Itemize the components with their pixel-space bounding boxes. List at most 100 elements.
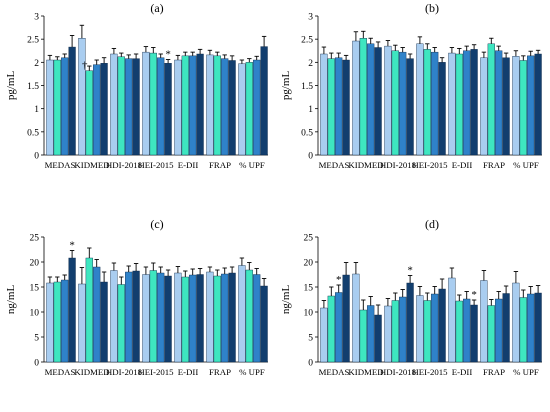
bar (53, 281, 61, 363)
significance-marker: * (69, 240, 75, 252)
bar (406, 58, 414, 156)
bar (416, 295, 424, 363)
y-tick-label: 0.5 (301, 128, 313, 138)
x-tick-label: % UPF (513, 160, 539, 170)
bar (367, 305, 375, 363)
bar (455, 300, 463, 363)
bar (512, 282, 520, 363)
y-tick-label: 0 (308, 152, 313, 162)
bar (68, 46, 76, 156)
x-tick-label: KIDMED (74, 160, 109, 170)
bar (164, 275, 172, 363)
y-tick-label: 20 (30, 259, 40, 269)
bar (61, 57, 69, 156)
bar (53, 59, 61, 156)
x-tick-label: MEDAS (45, 160, 76, 170)
x-tick-label: FRAP (483, 160, 505, 170)
bar (384, 305, 392, 363)
bar (157, 272, 165, 363)
bar (431, 51, 439, 156)
bar (110, 270, 118, 363)
bar (245, 62, 253, 156)
bar (125, 271, 133, 363)
bar (455, 53, 463, 156)
bar (206, 271, 214, 363)
bar (406, 282, 414, 363)
x-tick-label: E-DII (452, 160, 473, 170)
x-tick-label: HEI-2015 (138, 160, 174, 170)
bar (423, 300, 431, 363)
bar (527, 293, 535, 363)
y-tick-label: 2.5 (301, 36, 313, 46)
bar (85, 257, 93, 363)
bar (213, 275, 221, 363)
y-tick-label: 1.5 (301, 82, 313, 92)
x-tick-label: % UPF (239, 367, 265, 377)
y-tick-label: 3 (34, 13, 39, 23)
chart-title: (b) (425, 1, 439, 15)
chart-title: (c) (150, 217, 163, 231)
y-tick-label: 0 (34, 152, 39, 162)
bar (245, 269, 253, 363)
bar (142, 274, 150, 363)
x-tick-label: HDI-2018 (380, 160, 417, 170)
bar (260, 285, 268, 363)
bar (132, 270, 140, 363)
bar (164, 63, 172, 156)
y-tick-label: 3 (308, 13, 313, 23)
bar (374, 47, 382, 156)
bar (149, 52, 157, 156)
bar (470, 49, 478, 156)
bar (61, 279, 69, 363)
x-tick-label: KIDMED (74, 367, 109, 377)
bar (93, 64, 101, 156)
y-tick-label: 10 (30, 309, 40, 319)
y-tick-label: 1.5 (27, 82, 39, 92)
bar (253, 59, 261, 156)
bar (149, 270, 157, 363)
significance-marker: * (336, 274, 342, 286)
x-tick-label: HDI-2018 (106, 367, 143, 377)
bar (431, 293, 439, 363)
x-tick-label: MEDAS (319, 160, 350, 170)
y-tick-label: 15 (30, 284, 40, 294)
y-tick-label: 5 (34, 334, 39, 344)
x-tick-label: FRAP (483, 367, 505, 377)
bar (438, 62, 446, 156)
bar (416, 43, 424, 156)
significance-marker: † (82, 60, 88, 72)
bar (68, 257, 76, 363)
bar (352, 40, 360, 156)
bar (399, 51, 407, 156)
bar (374, 314, 382, 363)
bar (448, 52, 456, 156)
bar (423, 49, 431, 156)
bar (335, 57, 343, 156)
bar (221, 58, 229, 156)
bar (512, 56, 520, 156)
y-axis-label: pg/mL (280, 71, 292, 101)
chart-title: (d) (425, 217, 439, 231)
y-tick-label: 25 (30, 234, 40, 244)
x-tick-label: FRAP (209, 160, 231, 170)
bar (117, 56, 125, 156)
chart-panel-1: (a) pg/mL 0 0.5 1 1.5 2 2.5 3 MEDAS KIDMEDHDI-2018… (5, 1, 268, 170)
y-tick-label: 1 (34, 105, 39, 115)
bar (174, 59, 182, 156)
bar (391, 300, 399, 363)
bar (213, 55, 221, 156)
bar (487, 305, 495, 363)
y-tick-label: 10 (304, 309, 314, 319)
significance-marker: * (407, 265, 413, 277)
bar (93, 266, 101, 363)
y-tick-label: 5 (308, 334, 313, 344)
y-axis-label: pg/mL (5, 71, 17, 101)
bar (463, 50, 471, 156)
bar (519, 297, 527, 363)
bar (527, 55, 535, 156)
bar (181, 55, 189, 156)
bar (470, 304, 478, 363)
bar (46, 59, 54, 156)
